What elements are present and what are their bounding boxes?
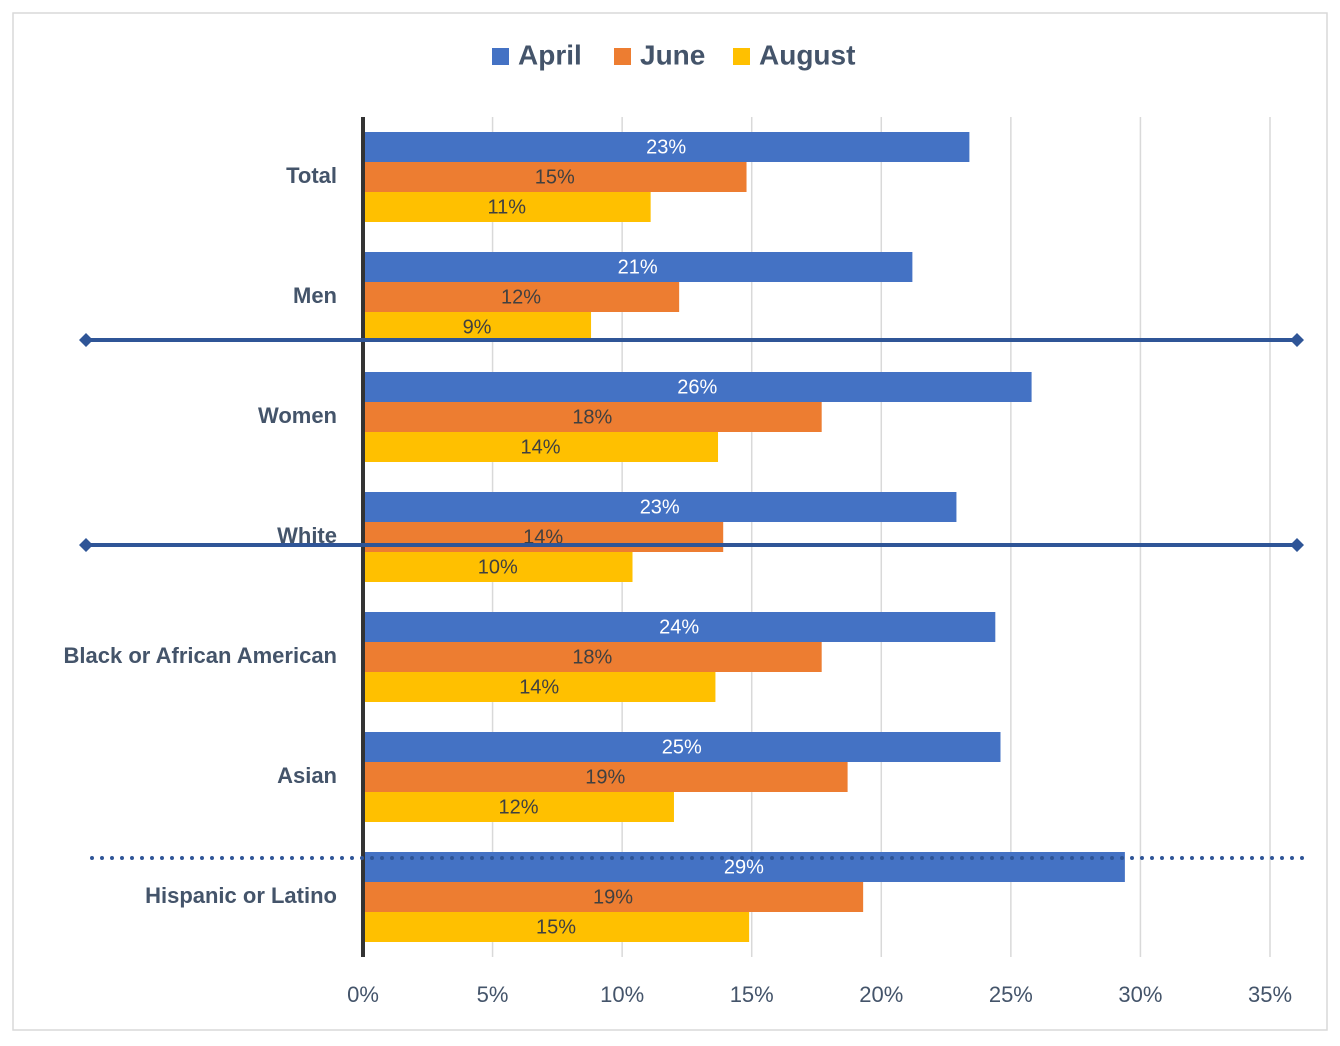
legend-swatch: [614, 48, 631, 65]
value-label: 15%: [535, 166, 575, 188]
x-tick-label: 30%: [1118, 982, 1162, 1007]
bar: [363, 192, 651, 222]
value-label: 12%: [498, 796, 538, 818]
value-label: 26%: [677, 376, 717, 398]
category-label: Women: [258, 403, 337, 428]
category-label: Hispanic or Latino: [145, 883, 337, 908]
legend-label: June: [640, 39, 705, 70]
category-label: Total: [286, 163, 337, 188]
legend-label: August: [759, 39, 855, 70]
bar: [363, 312, 592, 342]
bar: [363, 882, 864, 912]
value-label: 25%: [662, 736, 702, 758]
x-tick-label: 35%: [1248, 982, 1292, 1007]
legend-label: April: [518, 39, 582, 70]
bar: [363, 852, 1125, 882]
labels: 0% 5% 10% 15% 20% 25% 30% 35% Total 23% 15% 11% Men 2…: [64, 39, 1293, 1006]
category-label: Black or African American: [64, 643, 337, 668]
bar: [363, 492, 957, 522]
value-label: 14%: [523, 526, 563, 548]
x-tick-label: 10%: [600, 982, 644, 1007]
bar: [363, 432, 719, 462]
value-label: 10%: [478, 556, 518, 578]
bars: [361, 117, 1125, 957]
bar: [363, 252, 913, 282]
bar: [363, 132, 970, 162]
value-label: 18%: [572, 406, 612, 428]
value-label: 19%: [585, 766, 625, 788]
value-label: 15%: [536, 916, 576, 938]
value-label: 18%: [572, 646, 612, 668]
bar: [363, 672, 716, 702]
value-label: 19%: [593, 886, 633, 908]
bar: [363, 792, 674, 822]
bar: [363, 642, 822, 672]
x-tick-label: 20%: [859, 982, 903, 1007]
value-label: 24%: [659, 616, 699, 638]
value-label: 21%: [618, 256, 658, 278]
legend-swatch: [733, 48, 750, 65]
bar: [363, 402, 822, 432]
value-label: 29%: [724, 856, 764, 878]
bar: [363, 612, 996, 642]
legend-swatch: [492, 48, 509, 65]
value-label: 14%: [519, 676, 559, 698]
value-label: 11%: [488, 196, 527, 218]
value-label: 9%: [463, 316, 492, 338]
category-label: Men: [293, 283, 337, 308]
value-label: 23%: [640, 496, 680, 518]
x-tick-label: 0%: [347, 982, 379, 1007]
bar: [363, 912, 750, 942]
value-label: 12%: [501, 286, 541, 308]
value-label: 14%: [520, 436, 560, 458]
bar: [363, 372, 1032, 402]
x-tick-label: 15%: [730, 982, 774, 1007]
x-tick-label: 25%: [989, 982, 1033, 1007]
bar: [363, 732, 1001, 762]
bar: [363, 162, 747, 192]
category-label: Asian: [277, 763, 337, 788]
bar: [363, 282, 680, 312]
x-tick-label: 5%: [477, 982, 509, 1007]
overlay: [79, 333, 1308, 860]
bar: [363, 552, 633, 582]
value-label: 23%: [646, 136, 686, 158]
bar: [363, 762, 848, 792]
